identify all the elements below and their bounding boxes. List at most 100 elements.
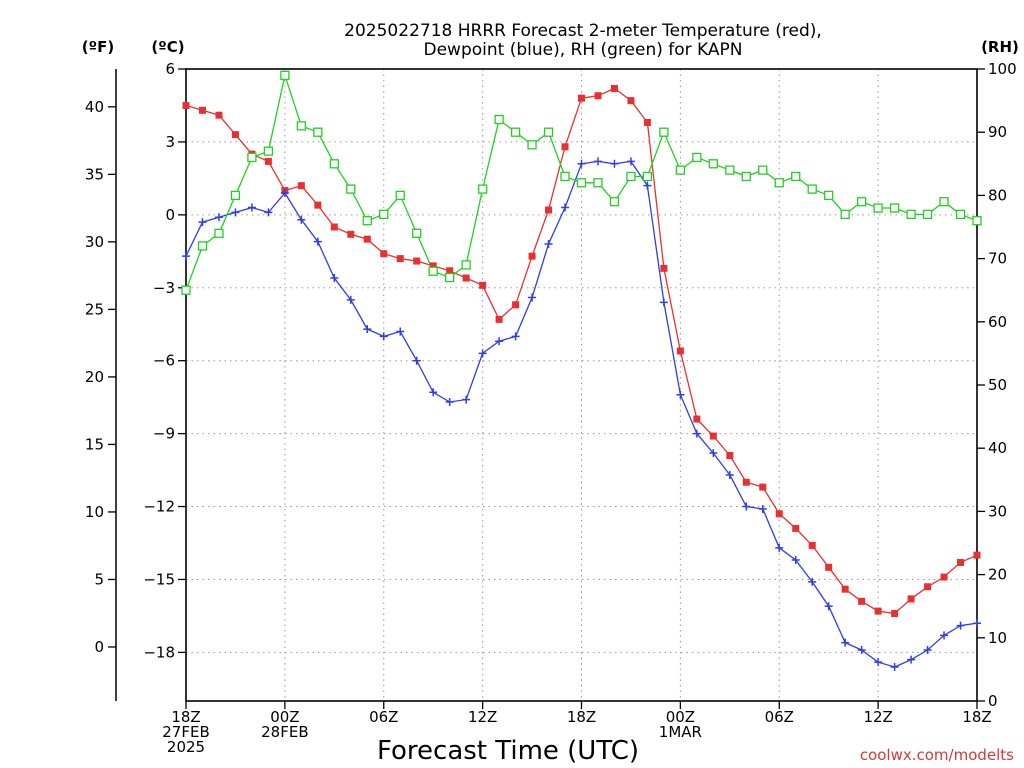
- x-tick-label: 06Z: [369, 708, 398, 726]
- dewpoint-point: [412, 356, 421, 365]
- fahrenheit-tick-label: 0: [94, 638, 104, 656]
- temperature-point: [314, 201, 322, 209]
- rh-point: [642, 171, 653, 182]
- rh-point: [263, 146, 274, 156]
- temperature-point: [363, 235, 371, 243]
- dewpoint-point: [577, 159, 586, 168]
- rh-point: [510, 127, 521, 137]
- dewpoint-point: [610, 159, 619, 168]
- temperature-point: [940, 573, 948, 581]
- temperature-point: [528, 252, 536, 260]
- dewpoint-point: [890, 662, 899, 671]
- rh-point: [296, 121, 307, 131]
- dewpoint-point: [874, 658, 883, 667]
- fahrenheit-tick-label: 5: [94, 570, 104, 588]
- dewpoint-point: [775, 543, 784, 552]
- temperature-point: [643, 118, 651, 126]
- dewpoint-point: [214, 213, 223, 222]
- rh-point: [247, 152, 257, 163]
- temperature-point: [924, 583, 932, 591]
- rh-point: [412, 228, 422, 238]
- rh-point: [576, 178, 587, 188]
- dewpoint-point: [791, 556, 800, 565]
- rh-tick-label: 100: [988, 60, 1017, 78]
- rh-tick-label: 10: [988, 629, 1007, 647]
- rh-point: [543, 127, 554, 137]
- rh-tick-label: 80: [988, 186, 1007, 204]
- rh-point: [494, 114, 504, 125]
- temperature-point: [446, 267, 454, 275]
- rh-point: [758, 165, 768, 175]
- celsius-tick-label: 3: [165, 133, 175, 151]
- rh-tick-label: 90: [988, 123, 1007, 141]
- dewpoint-point: [297, 215, 306, 224]
- x-tick-label: 06Z: [765, 708, 794, 726]
- dewpoint-point: [956, 621, 965, 630]
- fahrenheit-tick-label: 15: [85, 435, 104, 453]
- x-tick-label: 18Z: [962, 708, 991, 726]
- dewpoint-point: [379, 332, 388, 341]
- dewpoint-point: [857, 645, 866, 654]
- rh-point: [840, 209, 850, 220]
- x-tick-label: 00Z: [666, 708, 695, 726]
- dewpoint-point: [429, 388, 438, 397]
- temperature-point: [841, 585, 849, 593]
- temperature-point: [627, 97, 635, 105]
- x-tick-label: 12Z: [468, 708, 497, 726]
- dewpoint-point: [659, 298, 668, 307]
- rh-point: [626, 171, 636, 182]
- dewpoint-point: [593, 157, 602, 166]
- dewpoint-point: [528, 293, 537, 302]
- rh-point: [659, 127, 669, 137]
- rh-tick-label: 50: [988, 376, 1007, 394]
- rh-point: [791, 171, 801, 182]
- rh-point: [197, 241, 208, 251]
- temperature-point: [462, 274, 470, 282]
- dewpoint-point: [462, 395, 471, 404]
- temperature-point: [396, 255, 404, 263]
- rh-point: [395, 190, 405, 201]
- dewpoint-point: [264, 208, 273, 217]
- temperature-point: [198, 106, 206, 114]
- fahrenheit-tick-label: 30: [85, 233, 104, 251]
- temperature-point: [231, 131, 239, 139]
- rh-point: [428, 266, 438, 276]
- temperature-point: [479, 281, 487, 289]
- fahrenheit-tick-label: 35: [85, 165, 104, 183]
- celsius-tick-label: −18: [143, 643, 175, 661]
- dewpoint-point: [626, 157, 635, 166]
- rh-point: [362, 216, 372, 226]
- rh-point: [856, 197, 867, 207]
- rh-point: [906, 209, 916, 220]
- credit-text: coolwx.com/modelts: [860, 746, 1014, 764]
- dewpoint-point: [396, 327, 405, 336]
- rh-unit-label: (RH): [981, 38, 1019, 56]
- temperature-point: [182, 101, 190, 109]
- temperature-point: [808, 541, 816, 549]
- dewpoint-point: [940, 631, 949, 640]
- rh-point: [346, 184, 356, 194]
- rh-point: [593, 178, 603, 188]
- chart-title-line-2: Dewpoint (blue), RH (green) for KAPN: [423, 40, 742, 60]
- rh-point: [313, 127, 323, 137]
- dewpoint-point: [445, 398, 454, 407]
- dewpoint-point: [841, 638, 850, 647]
- temperature-point: [215, 111, 223, 119]
- dewpoint-point: [923, 645, 932, 654]
- rh-point: [774, 178, 784, 188]
- fahrenheit-tick-label: 40: [85, 98, 104, 116]
- temperature-point: [347, 230, 355, 238]
- temperature-point: [495, 315, 503, 323]
- series-markers: [181, 70, 982, 671]
- dewpoint-point: [973, 619, 981, 628]
- temperature-point: [792, 524, 800, 532]
- plot-frame: [185, 68, 978, 702]
- temperature-point: [742, 478, 750, 486]
- celsius-tick-label: −12: [143, 498, 175, 516]
- rh-point: [609, 197, 620, 207]
- x-tick-label: 28FEB: [261, 723, 308, 741]
- rh-point: [379, 209, 389, 220]
- temperature-point: [957, 558, 965, 566]
- x-tick-label: 12Z: [863, 708, 892, 726]
- temperature-point: [891, 609, 899, 617]
